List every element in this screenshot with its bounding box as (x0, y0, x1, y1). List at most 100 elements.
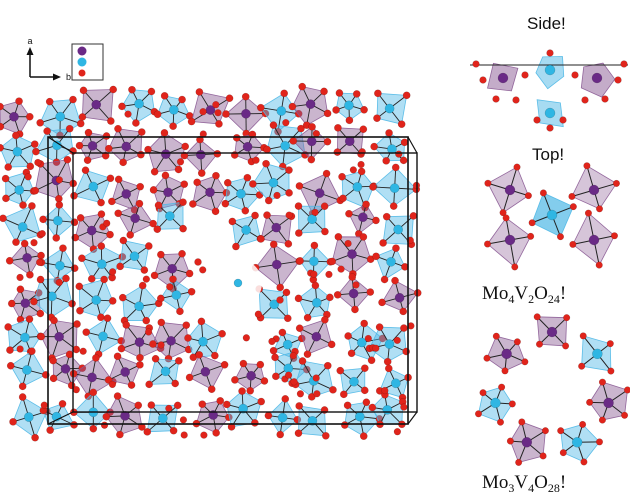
o-atom (27, 347, 36, 356)
o-atom (212, 101, 220, 109)
o-atom (556, 233, 565, 241)
o-atom (97, 210, 106, 218)
o-atom (12, 238, 20, 247)
o-atom (397, 120, 406, 129)
o-atom (65, 124, 74, 133)
o-atom (116, 262, 124, 271)
o-atom (583, 162, 591, 170)
mo-atom (603, 397, 614, 409)
o-atom (36, 118, 45, 127)
o-atom (362, 200, 370, 209)
o-atom (400, 324, 408, 332)
o-atom (336, 366, 345, 375)
o-atom (372, 252, 380, 261)
mo-atom (205, 187, 215, 198)
o-atom (72, 345, 81, 354)
o-atom (153, 110, 162, 119)
o-atom (75, 141, 84, 150)
o-atom (195, 350, 204, 359)
o-atom (380, 275, 389, 284)
v-atom (307, 415, 318, 426)
o-atom (106, 174, 115, 183)
o-atom (360, 364, 369, 373)
o-atom (395, 150, 403, 158)
o-atom (563, 314, 571, 322)
o-atom (321, 315, 329, 324)
unit-cell-outer (47, 136, 409, 425)
o-atom (25, 315, 34, 323)
o-atom (35, 258, 44, 266)
o-atom (368, 403, 377, 412)
o-atom (173, 401, 182, 410)
o-atom (156, 294, 165, 303)
o-atom (92, 354, 100, 362)
v-atom (236, 188, 246, 199)
mo-atom (134, 337, 145, 348)
o-atom (568, 192, 576, 201)
o-atom (243, 173, 252, 182)
o-atom (145, 380, 154, 389)
v-atom (280, 140, 290, 151)
o-atom (263, 145, 271, 154)
o-atom (193, 178, 202, 187)
mo-atom (588, 184, 600, 196)
o-atom (108, 297, 117, 305)
o-atom (310, 270, 318, 278)
o-legend-atom (78, 69, 86, 77)
o-atom (176, 307, 184, 316)
o-atom (104, 144, 113, 153)
o-atom (528, 219, 536, 227)
o-atom (367, 356, 376, 365)
o-atom (296, 390, 305, 398)
o-atom (36, 275, 45, 284)
o-atom (176, 158, 185, 166)
o-atom (127, 381, 136, 389)
o-atom (569, 203, 577, 211)
o-atom (179, 416, 188, 424)
o-atom (187, 287, 196, 296)
o-atom (313, 390, 321, 398)
o-atom (6, 346, 14, 354)
o-atom (106, 230, 114, 239)
o-atom (185, 269, 194, 278)
o-atom (69, 95, 77, 104)
o-atom (147, 401, 156, 409)
o-atom (222, 110, 230, 118)
o-atom (344, 332, 352, 340)
o-atom (349, 166, 357, 174)
v-atom (55, 260, 65, 271)
o-atom (136, 182, 145, 191)
o-atom (197, 317, 206, 326)
o-atom (68, 299, 76, 308)
o-atom (579, 420, 587, 428)
o-atom (288, 102, 297, 111)
mo-atom (358, 212, 368, 223)
o-atom (138, 281, 147, 290)
o-atom (185, 373, 194, 382)
o-atom (391, 163, 400, 172)
o-atom (124, 110, 132, 118)
o-atom (198, 400, 207, 409)
o-atom (113, 352, 122, 361)
o-atom (362, 398, 371, 407)
o-atom (483, 240, 492, 248)
o-atom (281, 395, 290, 403)
o-atom (161, 171, 170, 180)
o-atom (285, 166, 293, 174)
v-atom (233, 278, 243, 288)
o-atom (39, 215, 48, 224)
o-atom (0, 122, 5, 131)
o-atom (271, 353, 279, 362)
o-atom (409, 212, 418, 220)
mo-atom (242, 141, 253, 152)
o-atom (128, 85, 136, 94)
mo-atom (314, 188, 325, 198)
o-atom (142, 316, 151, 325)
mo-atom (521, 437, 533, 448)
mo-atom (394, 292, 405, 303)
o-atom (391, 276, 399, 285)
o-atom (165, 404, 173, 413)
o-atom (321, 227, 329, 236)
o-atom (339, 194, 347, 203)
